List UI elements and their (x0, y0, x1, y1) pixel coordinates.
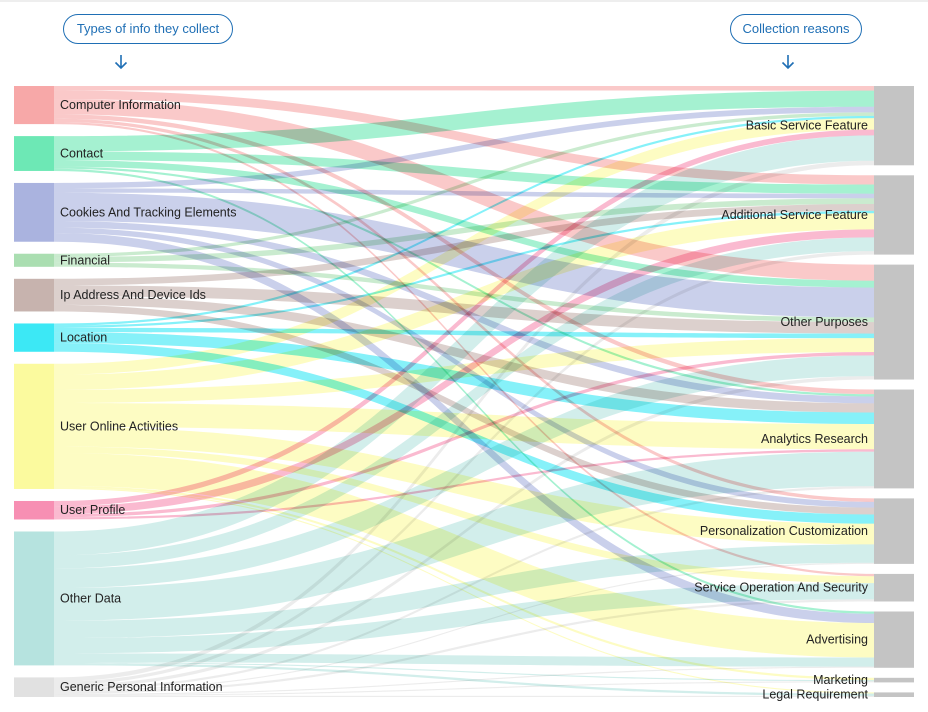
flow-link-contact-to-analytics-research[interactable] (54, 166, 874, 397)
flow-link-generic-personal-information-to-legal-requirement[interactable] (54, 695, 874, 697)
arrow-down-icon (114, 55, 128, 70)
flow-link-location-to-additional-service-feature[interactable] (54, 210, 874, 328)
flow-link-computer-information-to-additional-service-feature[interactable] (54, 90, 874, 185)
flow-link-other-data-to-analytics-research[interactable] (54, 451, 874, 621)
flow-link-user-profile-to-additional-service-feature[interactable] (54, 229, 874, 515)
flow-link-location-to-other-purposes[interactable] (54, 327, 874, 339)
source-node-contact[interactable] (14, 136, 54, 171)
flow-link-location-to-basic-service-feature[interactable] (54, 115, 874, 326)
target-node-service-operation-and-security[interactable] (874, 573, 914, 602)
source-label-user-online-activities: User Online Activities (60, 419, 178, 433)
source-node-user-online-activities[interactable] (14, 363, 54, 489)
target-node-personalization-customization[interactable] (874, 498, 914, 564)
flow-link-generic-personal-information-to-other-purposes[interactable] (54, 376, 874, 689)
flow-link-generic-personal-information-to-additional-service-feature[interactable] (54, 251, 874, 686)
flow-link-financial-to-other-purposes[interactable] (54, 262, 874, 323)
flow-link-other-data-to-additional-service-feature[interactable] (54, 237, 874, 569)
flow-nodes (14, 86, 914, 697)
flow-link-contact-to-basic-service-feature[interactable] (54, 90, 874, 152)
source-label-computer-information: Computer Information (60, 98, 181, 112)
source-node-ip-address-and-device-ids[interactable] (14, 278, 54, 312)
flow-link-contact-to-other-purposes[interactable] (54, 160, 874, 288)
target-node-advertising[interactable] (874, 611, 914, 668)
node-labels: Computer Information Contact Cookies And T… (60, 98, 869, 702)
source-column-header[interactable]: Types of info they collect (63, 14, 233, 44)
target-label-additional-service-feature: Additional Service Feature (721, 208, 868, 222)
flow-link-cookies-and-tracking-elements-to-other-purposes[interactable] (54, 192, 874, 318)
source-node-user-profile[interactable] (14, 500, 54, 520)
flow-links (54, 86, 874, 697)
flow-link-generic-personal-information-to-personalization-customization[interactable] (54, 562, 874, 692)
flow-link-other-data-to-marketing[interactable] (54, 662, 874, 682)
target-label-basic-service-feature: Basic Service Feature (746, 119, 868, 133)
flow-link-user-online-activities-to-personalization-customization[interactable] (54, 426, 874, 545)
target-node-basic-service-feature[interactable] (874, 86, 914, 166)
target-label-legal-requirement: Legal Requirement (762, 688, 868, 702)
target-node-additional-service-feature[interactable] (874, 175, 914, 255)
source-label-ip-address-and-device-ids: Ip Address And Device Ids (60, 288, 206, 302)
source-node-cookies-and-tracking-elements[interactable] (14, 182, 54, 242)
flow-link-financial-to-additional-service-feature[interactable] (54, 198, 874, 263)
flow-link-generic-personal-information-to-analytics-research[interactable] (54, 486, 874, 691)
target-node-legal-requirement[interactable] (874, 692, 914, 697)
flow-link-user-profile-to-basic-service-feature[interactable] (54, 129, 874, 507)
target-node-other-purposes[interactable] (874, 264, 914, 380)
flow-link-generic-personal-information-to-basic-service-feature[interactable] (54, 160, 874, 682)
source-node-generic-personal-information[interactable] (14, 677, 54, 697)
flow-link-other-data-to-personalization-customization[interactable] (54, 544, 874, 639)
flow-link-other-data-to-advertising[interactable] (54, 653, 874, 667)
top-divider (0, 0, 928, 2)
flow-link-generic-personal-information-to-marketing[interactable] (54, 681, 874, 696)
flow-link-cookies-and-tracking-elements-to-basic-service-feature[interactable] (54, 106, 874, 189)
source-label-contact: Contact (60, 147, 104, 161)
flow-link-other-data-to-legal-requirement[interactable] (54, 663, 874, 696)
source-label-other-data: Other Data (60, 591, 121, 605)
target-label-personalization-customization: Personalization Customization (700, 524, 868, 538)
source-label-generic-personal-information: Generic Personal Information (60, 680, 223, 694)
flow-link-user-profile-to-other-purposes[interactable] (54, 351, 874, 518)
flow-link-user-online-activities-to-basic-service-feature[interactable] (54, 118, 874, 375)
target-node-analytics-research[interactable] (874, 389, 914, 489)
target-label-analytics-research: Analytics Research (761, 432, 868, 446)
target-label-service-operation-and-security: Service Operation And Security (694, 581, 868, 595)
source-label-user-profile: User Profile (60, 503, 125, 517)
flow-link-generic-personal-information-to-advertising[interactable] (54, 666, 874, 695)
flow-link-other-data-to-other-purposes[interactable] (54, 355, 874, 589)
flow-link-contact-to-advertising[interactable] (54, 168, 874, 614)
target-column-header[interactable]: Collection reasons (730, 14, 862, 44)
source-label-location: Location (60, 331, 107, 345)
source-label-financial: Financial (60, 253, 110, 267)
arrow-down-icon (781, 55, 795, 70)
flow-link-user-online-activities-to-service-operation-and-security[interactable] (54, 446, 874, 584)
flow-link-user-profile-to-analytics-research[interactable] (54, 449, 874, 520)
flow-link-financial-to-basic-service-feature[interactable] (54, 112, 874, 258)
flow-link-user-online-activities-to-advertising[interactable] (54, 453, 874, 658)
source-label-cookies-and-tracking-elements: Cookies And Tracking Elements (60, 205, 236, 219)
flow-link-generic-personal-information-to-service-operation-and-security[interactable] (54, 599, 874, 694)
source-node-location[interactable] (14, 323, 54, 352)
flow-link-location-to-analytics-research[interactable] (54, 332, 874, 425)
target-label-marketing: Marketing (813, 673, 868, 687)
flow-link-computer-information-to-basic-service-feature[interactable] (54, 86, 874, 91)
flow-link-user-online-activities-to-additional-service-feature[interactable] (54, 213, 874, 390)
source-node-other-data[interactable] (14, 531, 54, 666)
source-node-computer-information[interactable] (14, 86, 54, 125)
target-label-other-purposes: Other Purposes (780, 315, 868, 329)
flow-link-other-data-to-basic-service-feature[interactable] (54, 135, 874, 556)
flow-link-other-data-to-service-operation-and-security[interactable] (54, 583, 874, 654)
target-node-marketing[interactable] (874, 677, 914, 683)
target-label-advertising: Advertising (806, 633, 868, 647)
flow-link-user-online-activities-to-analytics-research[interactable] (54, 402, 874, 450)
flow-link-computer-information-to-other-purposes[interactable] (54, 99, 874, 281)
source-node-financial[interactable] (14, 253, 54, 267)
